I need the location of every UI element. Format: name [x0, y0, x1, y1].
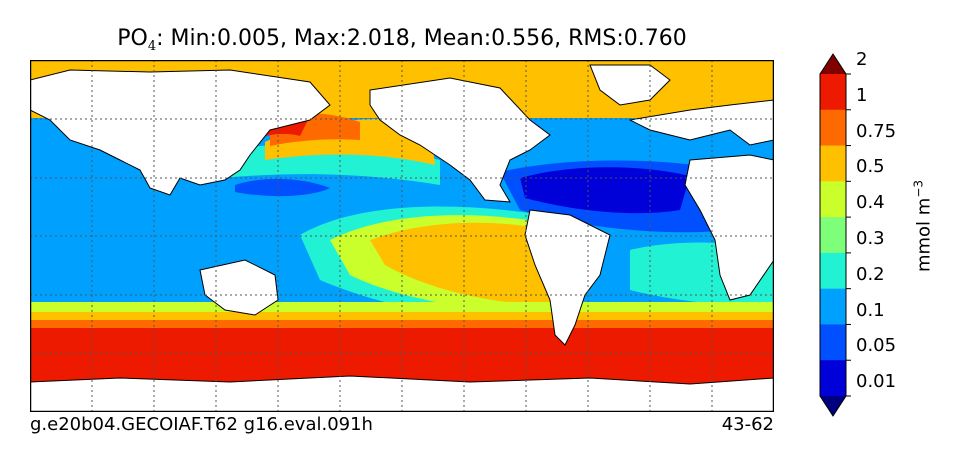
equatorial-pacific-upwelling	[370, 222, 555, 305]
colorbar-band	[820, 252, 846, 290]
colorbar-tick-label: 0.01	[856, 371, 897, 393]
colorbar-band	[820, 217, 846, 254]
colorbar-tick-label: 0.05	[856, 335, 897, 357]
colorbar-band	[820, 109, 846, 147]
north-america	[369, 77, 551, 203]
eurasia	[30, 69, 331, 196]
europe	[628, 99, 774, 146]
colorbar-band	[820, 74, 846, 111]
colorbar-tick-label: 1	[856, 84, 868, 106]
colorbar-band	[820, 145, 846, 182]
colorbar-band	[820, 288, 846, 325]
map-title: PO4: Min:0.005, Max:2.018, Mean:0.556, R…	[117, 26, 687, 54]
colorbar-band	[820, 324, 846, 361]
colorbar-band	[820, 181, 846, 218]
graticule	[30, 60, 774, 412]
continents	[30, 64, 774, 412]
north-atlantic-gyre-inner	[520, 167, 690, 214]
colorbar-extend-min	[820, 396, 846, 416]
colorbar-tick-label: 0.2	[856, 263, 885, 285]
colorbar	[819, 53, 851, 417]
colorbar-tick-label: 0.4	[856, 192, 885, 214]
colorbar-tick-label: 0.1	[856, 299, 885, 321]
run-id-caption: g.e20b04.GECOIAF.T62 g16.eval.091h	[30, 414, 373, 435]
phosphate-map	[30, 60, 774, 412]
colorbar-tick-label: 0.5	[856, 156, 885, 178]
australia	[199, 259, 279, 316]
units-label: mmol m−3	[911, 179, 935, 273]
map-frame	[30, 60, 774, 412]
colorbar-band	[820, 360, 846, 397]
colorbar-extend-max	[820, 54, 846, 74]
colorbar-tick-label: 0.3	[856, 228, 885, 249]
year-range-caption: 43-62	[721, 414, 774, 435]
africa	[684, 154, 774, 301]
north-pacific-gyre	[235, 178, 330, 197]
colorbar-tick-label: 2	[856, 49, 868, 71]
colorbar-tick-label: 0.75	[856, 120, 897, 142]
south-america	[524, 209, 611, 346]
